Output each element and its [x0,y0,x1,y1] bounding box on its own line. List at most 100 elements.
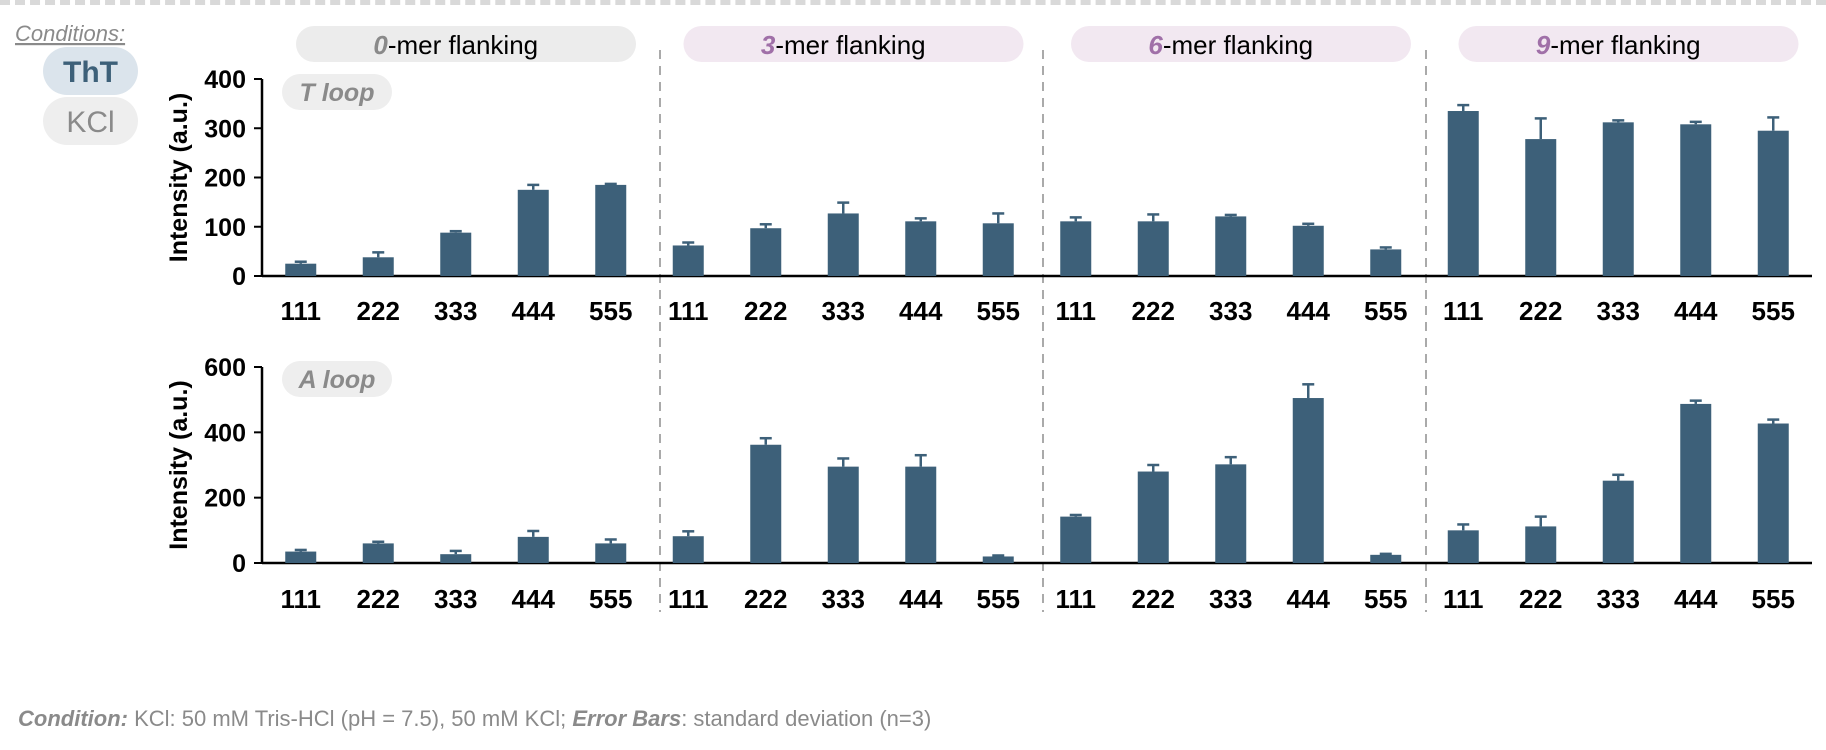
x-tick-label-a-loop-6mer-555: 555 [1364,584,1407,614]
x-tick-label-a-loop-0mer-555: 555 [589,584,632,614]
y-tick-label-t-loop-100: 100 [204,214,246,242]
x-tick-label-t-loop-9mer-111: 111 [1443,296,1484,326]
x-tick-label-t-loop-6mer-444: 444 [1287,296,1331,326]
y-tick-label-t-loop-300: 300 [204,115,246,143]
bar-a-loop-6mer-555 [1370,554,1402,563]
bar-a-loop-6mer-444 [1292,398,1324,563]
bar-t-loop-3mer-111 [672,245,704,276]
y-tick-label-t-loop-0: 0 [232,263,246,291]
x-tick-label-a-loop-3mer-555: 555 [977,584,1020,614]
bar-a-loop-9mer-555 [1757,423,1789,563]
bar-t-loop-0mer-333 [440,232,472,276]
legend-pill-kcl [43,97,138,145]
bar-a-loop-0mer-333 [440,554,472,563]
y-axis-title-a-loop: Intensity (a.u.) [165,380,193,549]
bar-a-loop-3mer-555 [982,556,1014,563]
bar-t-loop-6mer-333 [1215,216,1247,276]
legend-pill-tht [43,47,138,95]
x-tick-label-a-loop-6mer-333: 333 [1209,584,1252,614]
x-tick-label-t-loop-3mer-555: 555 [977,296,1020,326]
footer-error-label: Error Bars [572,706,682,731]
bar-a-loop-6mer-111 [1060,516,1092,563]
x-tick-label-t-loop-9mer-555: 555 [1752,296,1795,326]
y-tick-label-a-loop-400: 400 [204,419,246,447]
y-tick-label-t-loop-200: 200 [204,165,246,193]
x-tick-label-a-loop-0mer-444: 444 [512,584,556,614]
x-tick-label-a-loop-9mer-111: 111 [1443,584,1484,614]
x-tick-label-a-loop-6mer-111: 111 [1055,584,1096,614]
x-tick-label-t-loop-9mer-333: 333 [1597,296,1640,326]
group-header-pill-6 [1071,26,1411,62]
footer-note: Condition: KCl: 50 mM Tris-HCl (pH = 7.5… [18,706,931,732]
bar-a-loop-0mer-222 [362,543,394,563]
x-tick-label-a-loop-6mer-222: 222 [1132,584,1175,614]
bar-a-loop-9mer-111 [1447,530,1479,563]
bar-a-loop-6mer-222 [1137,471,1169,563]
group-header-9-mer-flanking: 9-mer flanking [1536,30,1701,60]
x-tick-label-a-loop-3mer-222: 222 [744,584,787,614]
bar-t-loop-0mer-444 [517,189,549,276]
y-tick-label-a-loop-600: 600 [204,354,246,382]
legend-label-kcl: KCl [66,106,114,139]
footer-condition-text: KCl: 50 mM Tris-HCl (pH = 7.5), 50 mM KC… [134,706,567,731]
bar-a-loop-3mer-222 [750,444,782,563]
x-tick-label-a-loop-0mer-333: 333 [434,584,477,614]
x-tick-label-t-loop-0mer-222: 222 [357,296,400,326]
bar-a-loop-3mer-333 [827,466,859,563]
x-tick-label-t-loop-0mer-111: 111 [280,296,321,326]
bar-a-loop-3mer-444 [905,466,937,563]
x-tick-label-a-loop-0mer-222: 222 [357,584,400,614]
bar-t-loop-3mer-222 [750,228,782,276]
x-tick-label-a-loop-9mer-222: 222 [1519,584,1562,614]
x-tick-label-a-loop-3mer-333: 333 [822,584,865,614]
group-header-pill-0 [296,26,636,62]
footer-error-text: : standard deviation (n=3) [681,706,932,731]
x-tick-label-t-loop-6mer-111: 111 [1055,296,1096,326]
x-tick-label-t-loop-0mer-444: 444 [512,296,556,326]
panel-tag-t-loop: T loop [300,79,375,107]
x-tick-label-a-loop-9mer-333: 333 [1597,584,1640,614]
group-header-3-mer-flanking: 3-mer flanking [761,30,926,60]
panel-tag-pill-a-loop [282,361,392,397]
bar-t-loop-9mer-222 [1525,139,1557,276]
legend-title: Conditions: [15,21,125,46]
group-header-0-mer-flanking: 0-mer flanking [373,30,538,60]
x-tick-label-a-loop-0mer-111: 111 [280,584,321,614]
bar-chart-figure: Conditions: ThT KCl 0-mer flanking 3-mer fla… [15,21,1812,614]
bar-a-loop-6mer-333 [1215,464,1247,563]
bar-a-loop-3mer-111 [672,536,704,563]
x-tick-label-t-loop-6mer-555: 555 [1364,296,1407,326]
x-tick-label-t-loop-6mer-333: 333 [1209,296,1252,326]
x-tick-label-t-loop-3mer-444: 444 [899,296,943,326]
bar-a-loop-9mer-333 [1602,480,1634,563]
x-tick-label-a-loop-9mer-444: 444 [1674,584,1718,614]
bar-t-loop-0mer-111 [285,263,317,276]
footer-condition-label: Condition: [18,706,128,731]
x-tick-label-t-loop-9mer-222: 222 [1519,296,1562,326]
bar-a-loop-0mer-444 [517,536,549,563]
bar-a-loop-0mer-111 [285,551,317,563]
bar-t-loop-0mer-555 [595,184,627,276]
x-tick-label-a-loop-3mer-111: 111 [668,584,709,614]
bar-a-loop-9mer-222 [1525,526,1557,563]
panel-tag-pill-t-loop [282,74,392,110]
group-header-pill-9 [1458,26,1799,62]
y-tick-label-a-loop-200: 200 [204,485,246,513]
legend-label-tht: ThT [63,56,118,89]
bar-t-loop-9mer-555 [1757,130,1789,276]
x-tick-label-t-loop-3mer-333: 333 [822,296,865,326]
group-header-6-mer-flanking: 6-mer flanking [1148,30,1313,60]
top-dashed-border [0,0,1826,5]
x-tick-label-t-loop-6mer-222: 222 [1132,296,1175,326]
x-tick-label-a-loop-3mer-444: 444 [899,584,943,614]
bar-a-loop-9mer-444 [1680,403,1712,563]
bar-t-loop-3mer-555 [982,223,1014,276]
x-tick-label-t-loop-3mer-222: 222 [744,296,787,326]
x-tick-label-t-loop-0mer-333: 333 [434,296,477,326]
bar-t-loop-3mer-333 [827,213,859,276]
x-tick-label-t-loop-3mer-111: 111 [668,296,709,326]
bar-t-loop-9mer-333 [1602,122,1634,276]
bar-t-loop-0mer-222 [362,257,394,276]
x-tick-label-a-loop-6mer-444: 444 [1287,584,1331,614]
group-header-pill-3 [683,26,1024,62]
